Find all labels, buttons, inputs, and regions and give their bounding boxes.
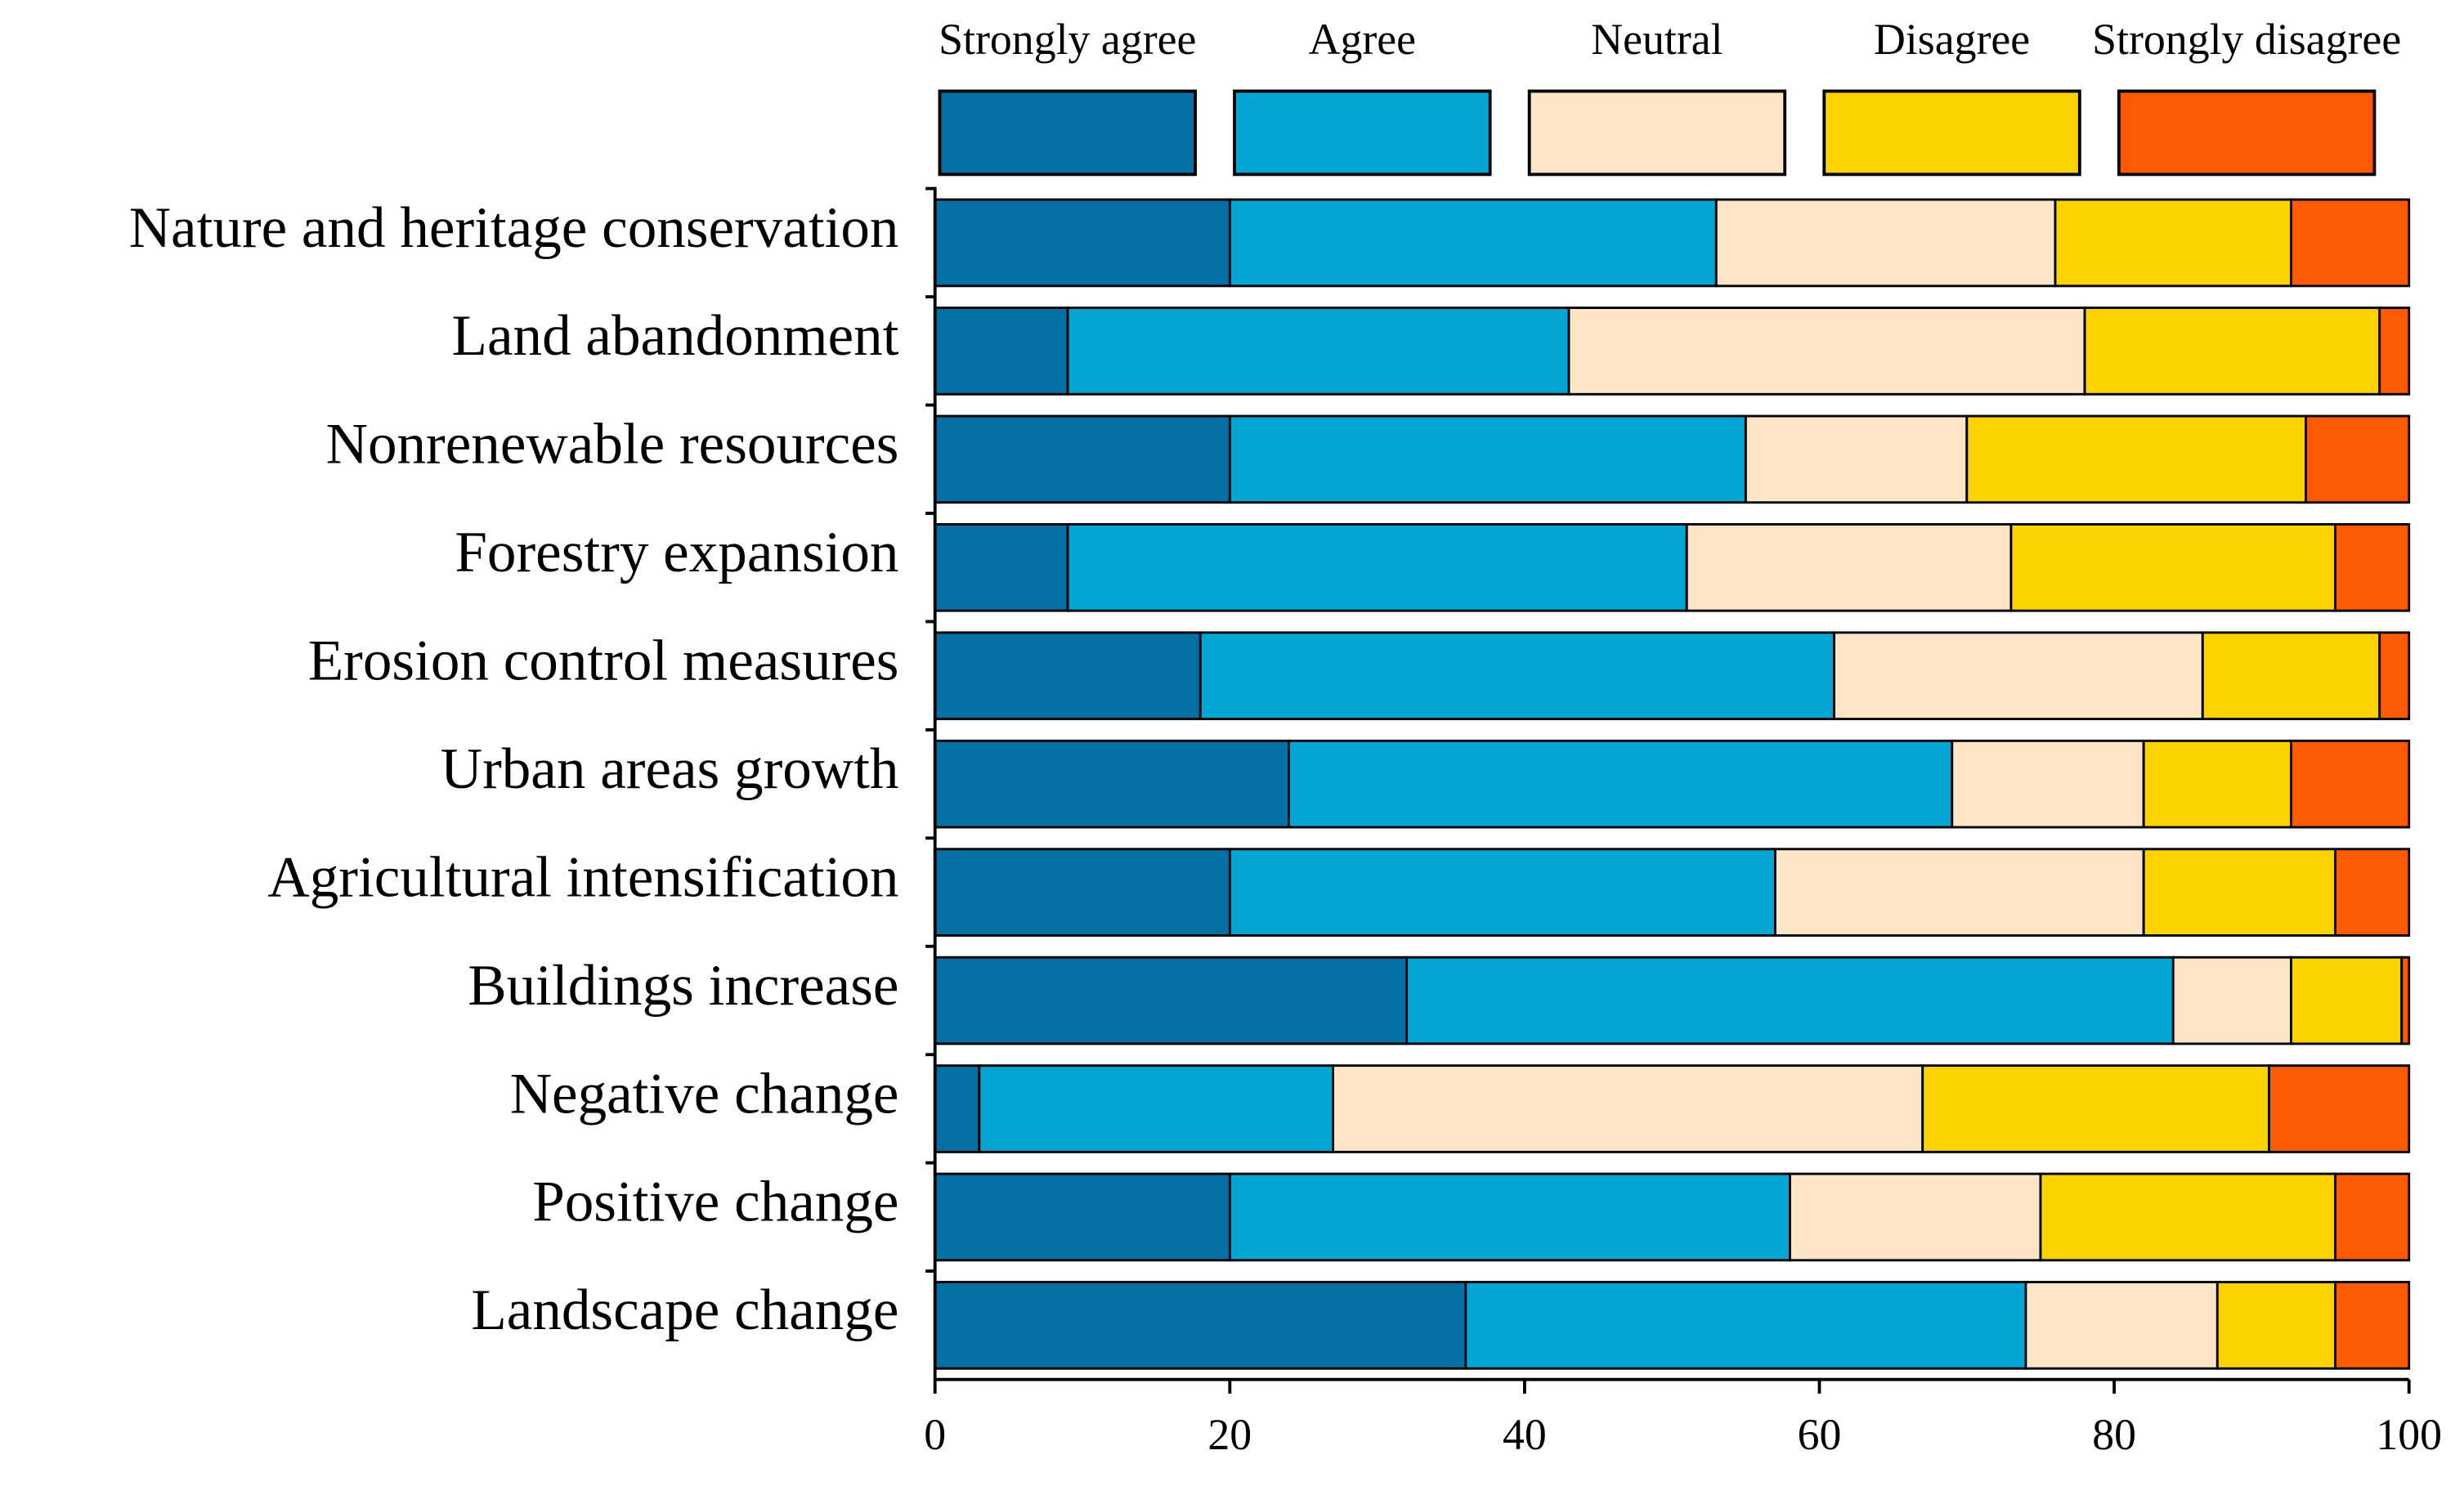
category-label: Positive change [532,1170,898,1234]
bar-segment [1228,848,1776,937]
category-label: Land abandonment [452,304,899,368]
bar-segment [2039,1172,2337,1262]
bar-segment [2215,1281,2337,1370]
category-label: Landscape change [471,1278,898,1342]
bar-segment [1567,307,2086,396]
category-label: Buildings increase [468,954,898,1018]
category-label: Nonrenewable resources [326,413,899,477]
bar-segment [1714,198,2057,288]
bar-segment [1773,848,2145,937]
bar-segment [1464,1281,2027,1370]
x-tick-label: 20 [1207,1410,1252,1459]
bar-segment [2171,956,2292,1045]
bar-segment [934,198,1231,288]
legend-label: Strongly agree [939,15,1196,64]
bar-segment [2201,631,2381,721]
category-label: Forestry expansion [455,521,898,584]
bar-segment [2290,198,2411,288]
bar-segment [2400,956,2411,1045]
bar-segment [2054,198,2292,288]
bar-segment [1965,414,2307,504]
x-tick-label: 80 [2092,1410,2136,1459]
legend-swatch [938,89,1197,177]
x-tick-label: 0 [924,1410,946,1459]
bar-segment [2334,1281,2411,1370]
bar-segment [2334,523,2411,612]
x-tick-label: 60 [1798,1410,1842,1459]
bar-segment [934,307,1069,396]
bar-segment [1744,414,1969,504]
bar-segment [1066,307,1570,396]
bar-segment [2305,414,2411,504]
bar-segment [1287,739,1954,829]
bar-segment [2378,631,2411,721]
category-label: Erosion control measures [308,629,899,693]
legend-label: Disagree [1874,15,2030,64]
bar-segment [2290,739,2411,829]
bar-segment [934,1281,1467,1370]
bar-segment [934,956,1409,1045]
bar-segment [934,1064,981,1153]
bar-segment [934,631,1202,721]
bar-segment [2142,739,2292,829]
legend-label: Neutral [1591,15,1723,64]
bar-segment [2334,848,2411,937]
category-label: Agricultural intensification [267,845,898,909]
bar-segment [2024,1281,2219,1370]
bar-segment [2334,1172,2411,1262]
bar-segment [978,1064,1334,1153]
bar-segment [1066,523,1688,612]
bar-segment [1198,631,1835,721]
bar-segment [1789,1172,2042,1262]
x-tick-label: 40 [1503,1410,1547,1459]
bar-segment [934,523,1069,612]
bar-segment [1228,1172,1791,1262]
x-tick-label: 100 [2376,1410,2442,1459]
bar-segment [934,848,1231,937]
bar-segment [2009,523,2337,612]
bar-segment [934,414,1231,504]
bar-segment [1685,523,2013,612]
bar-segment [1921,1064,2270,1153]
legend-swatch [1527,89,1787,177]
bar-segment [1951,739,2145,829]
category-label: Urban areas growth [441,737,899,801]
bar-segment [2378,307,2411,396]
legend-label: Agree [1309,15,1416,64]
bar-segment [934,1172,1231,1262]
bar-segment [934,739,1290,829]
legend-swatch [1822,89,2081,177]
category-label: Nature and heritage conservation [129,196,899,260]
legend-label: Strongly disagree [2092,15,2401,64]
bar-segment [1228,198,1718,288]
bar-segment [2083,307,2381,396]
bar-segment [1332,1064,1924,1153]
bar-segment [2267,1064,2411,1153]
bar-segment [1833,631,2204,721]
bar-segment [2290,956,2404,1045]
bar-segment [1228,414,1747,504]
bar-segment [1405,956,2175,1045]
legend-swatch [1233,89,1492,177]
legend-swatch [2117,89,2377,177]
category-label: Negative change [510,1062,899,1126]
bar-segment [2142,848,2337,937]
